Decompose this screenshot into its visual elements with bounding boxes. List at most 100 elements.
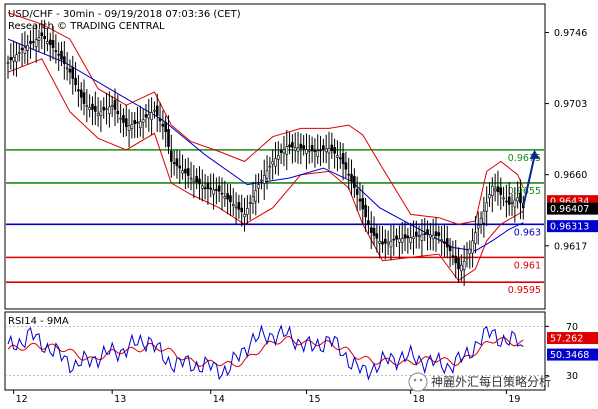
candle-body-126 [361,198,365,210]
candle-body-10 [34,39,38,47]
rsi-badge-0 [547,332,598,345]
candle-body-19 [60,50,63,60]
candle-body-46 [136,121,139,124]
wechat-icon-eye-right [419,378,423,382]
candle-body-149 [426,229,429,235]
candle-body-26 [79,89,83,98]
candle-body-98 [282,149,286,154]
candle-body-5 [20,48,24,51]
candle-body-119 [341,153,345,164]
candle-body-74 [215,188,218,191]
candle-body-151 [431,234,435,240]
candle-body-50 [147,114,151,119]
candle-body-122 [350,174,353,182]
watermark-text: 神麗外汇每日策略分析 [431,374,551,389]
candle-body-90 [260,179,263,182]
candle-body-40 [119,117,122,120]
rsi-badge-label-1: 50.3468 [550,350,589,361]
candle-body-16 [51,40,55,48]
candle-body-55 [161,124,165,127]
candle-body-160 [457,257,460,270]
candle-body-180 [513,199,517,208]
candle-body-11 [37,37,41,41]
candle-body-78 [226,193,229,200]
candle-body-143 [409,237,412,243]
price-badge-label-0: 0.96434 [550,197,589,208]
xtick-label-3: 15 [308,394,320,405]
candle-body-52 [153,109,156,112]
candle-body-53 [155,105,159,116]
candle-body-4 [17,52,21,54]
candle-body-106 [305,149,308,154]
candle-body-75 [217,185,221,192]
candle-body-173 [493,188,497,192]
candle-body-31 [93,106,97,112]
price-badge-2 [547,220,598,233]
candle-body-142 [406,235,410,239]
candle-body-128 [367,220,370,226]
candle-body-172 [491,185,494,196]
candle-body-147 [420,234,424,241]
candle-body-72 [209,187,213,190]
candle-body-94 [271,161,274,165]
candle-body-174 [496,186,500,193]
candle-body-181 [516,197,519,202]
candle-body-101 [291,142,294,148]
price-badge-label-1: 0.96407 [550,204,589,215]
candle-body-42 [124,118,128,128]
candle-body-144 [412,236,415,240]
candle-body-76 [220,192,224,195]
candle-body-35 [105,108,108,110]
candle-body-93 [268,165,272,168]
level-label-3: 0.961 [514,260,541,271]
candle-body-69 [200,185,204,189]
price-badge-1 [547,202,598,215]
candle-body-124 [355,189,359,195]
candle-body-79 [229,195,232,203]
candle-body-141 [403,234,407,239]
candle-body-130 [372,227,376,236]
candle-body-15 [48,39,52,45]
candle-body-136 [389,240,393,248]
candle-body-23 [71,66,75,79]
candle-body-161 [460,264,463,272]
candle-body-2 [12,56,15,62]
candle-body-182 [519,192,522,204]
candle-body-133 [381,241,384,245]
candle-body-138 [395,235,398,240]
candle-body-49 [144,114,148,118]
candle-body-167 [476,225,480,229]
level-label-1: 0.9655 [508,186,541,197]
candle-body-39 [116,110,120,115]
candle-body-169 [482,210,486,224]
rsi-line [7,324,524,381]
candle-body-95 [274,158,277,167]
candle-body-0 [6,61,10,64]
candle-body-84 [243,214,246,218]
candle-body-66 [192,179,196,183]
candle-body-118 [338,157,342,160]
price-ytick-label-2: 0.9660 [554,170,587,181]
candle-body-61 [178,165,182,169]
candle-body-1 [9,57,13,61]
candle-body-137 [392,238,396,241]
candle-body-68 [198,178,201,185]
level-label-4: 0.9595 [508,285,541,296]
candle-body-6 [23,47,27,54]
candle-body-12 [40,32,44,37]
wechat-icon [408,372,428,392]
rsi-badge-label-0: 57.262 [550,334,583,345]
candle-body-77 [223,196,227,199]
candle-body-45 [133,120,137,125]
candle-body-34 [102,106,106,111]
candle-body-80 [231,204,235,207]
candle-body-21 [65,67,69,70]
candle-body-24 [74,77,77,86]
candle-body-121 [347,173,351,176]
level-label-2: 0.963 [514,227,541,238]
candle-body-127 [364,204,367,218]
candle-body-87 [251,196,255,204]
rsi-title: RSI14 - 9MA [8,316,69,327]
candle-body-97 [279,150,283,153]
